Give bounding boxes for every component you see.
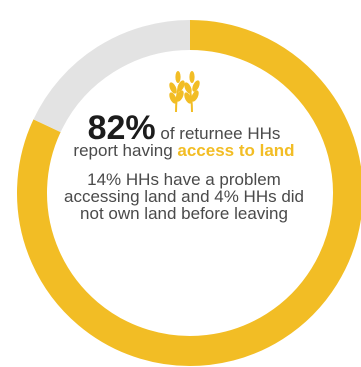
headline-text-1: of returnee HHs (160, 124, 281, 143)
headline: 82% of returnee HHs report having access… (56, 111, 312, 160)
slice-remainder (33, 20, 191, 133)
chart-center-annotation: 82% of returnee HHs report having access… (56, 68, 312, 222)
note-text: 14% HHs have a problem accessing land an… (63, 170, 305, 223)
headline-accent: access to land (177, 141, 295, 160)
headline-value: 82% (87, 109, 156, 147)
slice-access-to-land (17, 20, 361, 366)
wheat-icon (169, 71, 200, 113)
headline-text-2: report having (73, 141, 173, 160)
